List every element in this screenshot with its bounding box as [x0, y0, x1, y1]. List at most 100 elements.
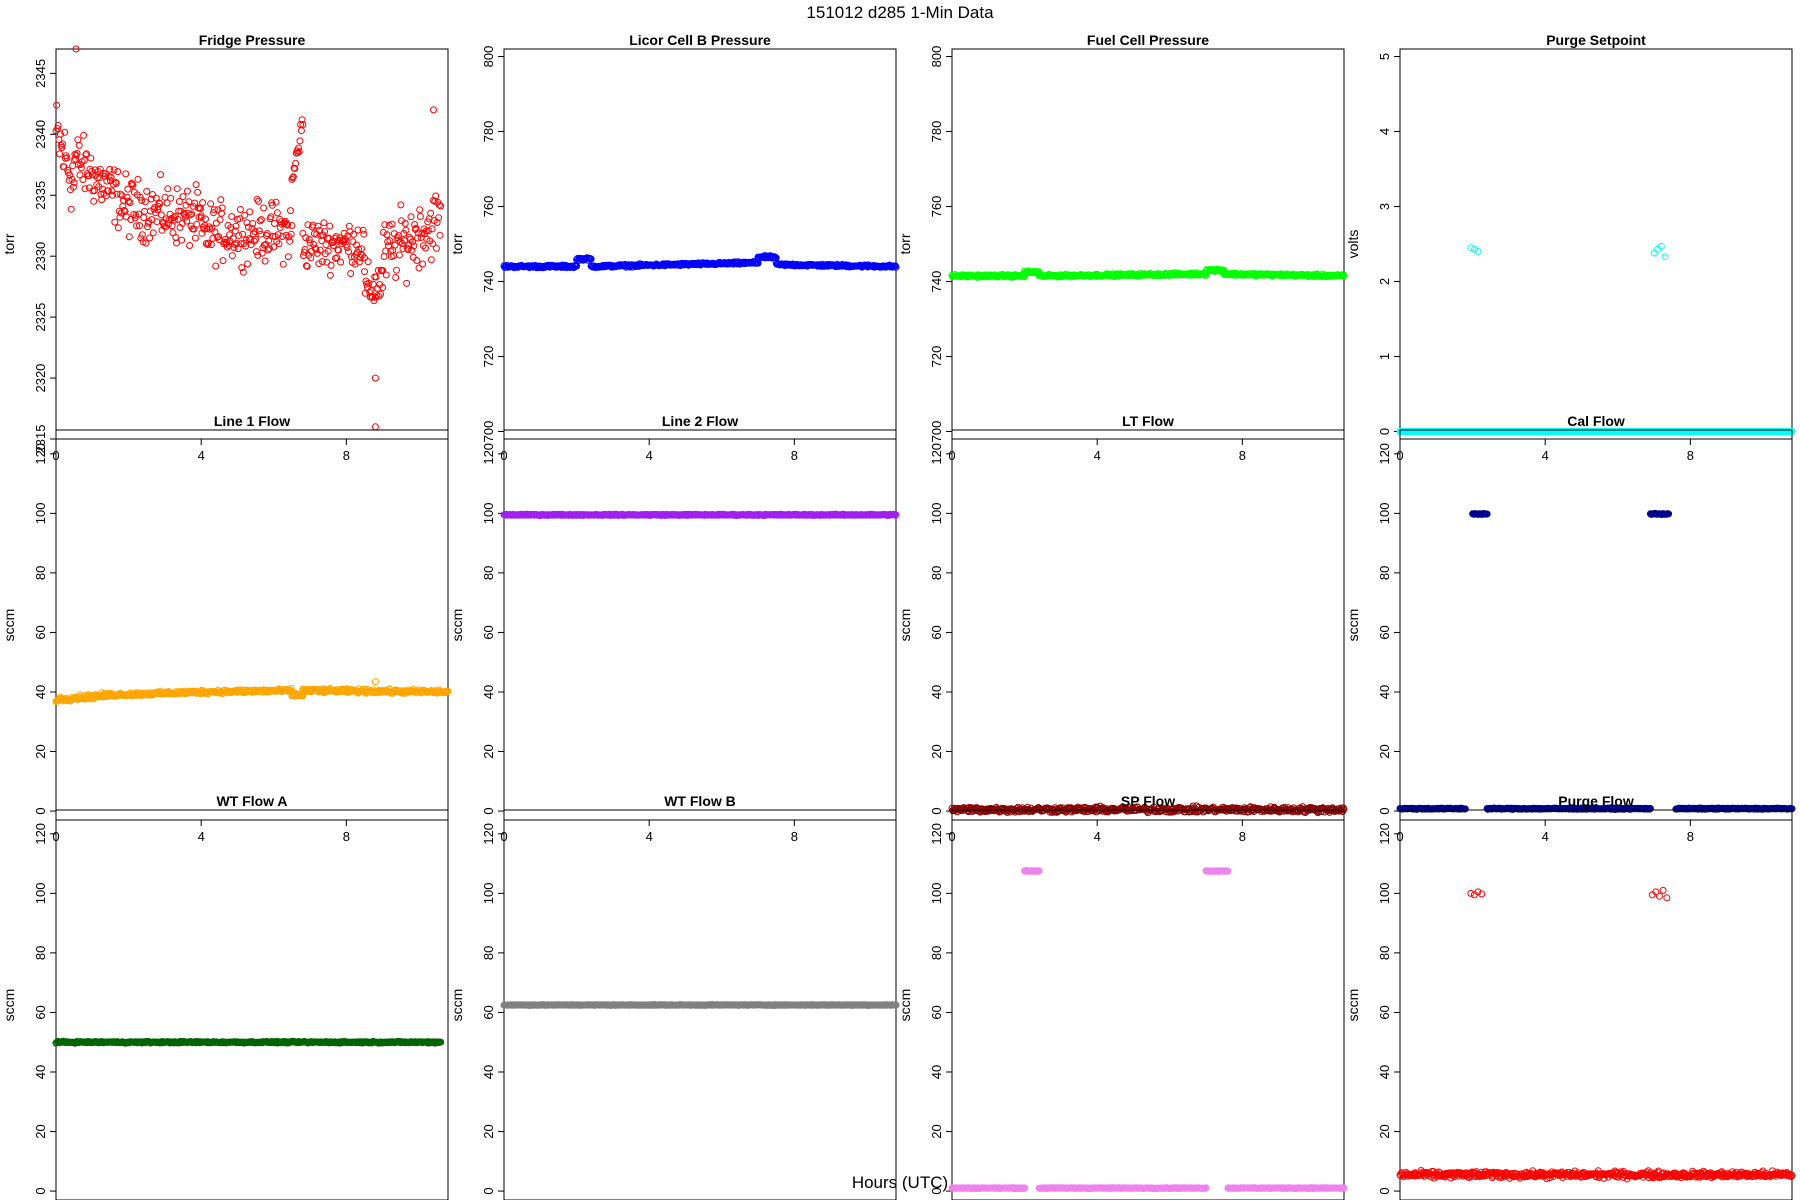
fridge-pressure-point [154, 206, 162, 214]
fridge-pressure-point [141, 198, 149, 206]
fridge-pressure-point [241, 211, 249, 219]
fridge-pressure-point [164, 185, 172, 193]
licor-cell-b-pressure-ytick-label: 700 [481, 421, 496, 443]
fridge-pressure-point [109, 180, 117, 188]
line-1-flow-plot-frame [55, 429, 449, 821]
fridge-pressure-point [203, 225, 211, 233]
fridge-pressure-point [197, 214, 205, 222]
fridge-pressure-point [309, 221, 317, 229]
fridge-pressure-point [334, 246, 342, 254]
fridge-pressure-point [356, 254, 364, 261]
fridge-pressure-point [401, 220, 409, 227]
fridge-pressure-point [361, 289, 369, 297]
line-1-flow-point [371, 678, 379, 686]
fridge-pressure-point [250, 237, 258, 245]
fridge-pressure-point [299, 229, 307, 237]
fridge-pressure-point [292, 159, 300, 167]
fuel-cell-pressure-point [1030, 268, 1038, 275]
fridge-pressure-point [296, 137, 304, 145]
wt-flow-a-ylabel: sccm [1, 989, 17, 1022]
fridge-pressure-point [127, 216, 135, 223]
fridge-pressure-point [437, 202, 445, 210]
fridge-pressure-point [422, 244, 429, 252]
fridge-pressure-point [188, 210, 196, 218]
fridge-pressure-point [214, 206, 222, 214]
licor-cell-b-pressure-xtick-label: 8 [791, 448, 798, 463]
purge-setpoint-xtick-label: 4 [1542, 448, 1549, 463]
lt-flow-ytick-label: 60 [929, 625, 944, 639]
fridge-pressure-point [194, 188, 202, 196]
cal-flow-ytick-label: 100 [1377, 503, 1392, 525]
fridge-pressure-point [223, 243, 231, 251]
fridge-pressure-point [173, 185, 181, 193]
fuel-cell-pressure-point [1187, 271, 1195, 279]
fuel-cell-pressure-ytick-label: 700 [929, 421, 944, 443]
fridge-pressure-point [360, 230, 368, 238]
fridge-pressure-point [284, 253, 292, 261]
fridge-pressure-point [70, 179, 78, 187]
fridge-pressure-point [286, 237, 294, 245]
fridge-pressure-point [183, 187, 191, 195]
line-1-flow-point [291, 692, 299, 700]
fridge-pressure-point [297, 127, 305, 135]
lt-flow-xtick-label: 4 [1094, 829, 1101, 844]
fridge-pressure-point [396, 238, 404, 246]
fridge-pressure-point [279, 260, 287, 268]
fridge-pressure-point [312, 245, 320, 253]
fridge-pressure-point [267, 213, 275, 221]
fridge-pressure-point [81, 185, 89, 193]
fridge-pressure-point [91, 187, 98, 195]
fridge-pressure-point [87, 154, 95, 162]
fridge-pressure-point [315, 260, 323, 268]
fridge-pressure-point [198, 229, 206, 237]
fridge-pressure-point [270, 243, 278, 251]
fridge-pressure-point [394, 236, 402, 244]
line-1-flow-title: Line 1 Flow [214, 413, 290, 429]
fridge-pressure-point [416, 206, 424, 214]
fridge-pressure-point [295, 148, 303, 156]
licor-cell-b-pressure-ytick-label: 760 [481, 196, 496, 218]
fridge-pressure-point [116, 213, 124, 221]
licor-cell-b-pressure-point [587, 255, 595, 263]
purge-setpoint-xtick-label: 8 [1687, 448, 1694, 463]
fridge-pressure-point [303, 262, 311, 270]
fridge-pressure-point [167, 194, 175, 202]
fridge-pressure-point [295, 144, 302, 152]
fridge-pressure-ytick-label: 2345 [33, 59, 48, 88]
fridge-pressure-point [122, 170, 130, 178]
fridge-pressure-ylabel: torr [1, 233, 17, 254]
line-1-flow-points [52, 678, 452, 705]
fridge-pressure-point [113, 190, 121, 198]
fridge-pressure-point [371, 374, 379, 382]
licor-cell-b-pressure-title: Licor Cell B Pressure [629, 32, 771, 48]
purge-setpoint-ytick-label: 2 [1377, 278, 1392, 285]
fridge-pressure-point [261, 257, 269, 265]
fridge-pressure-point [183, 217, 191, 225]
fridge-pressure-point [413, 257, 421, 264]
fridge-pressure-point [392, 274, 400, 281]
fridge-pressure-point [95, 183, 103, 191]
fridge-pressure-point [138, 197, 146, 204]
fridge-pressure-point [125, 198, 133, 206]
line-2-flow-xtick-label: 8 [791, 829, 798, 844]
fridge-pressure-point [381, 221, 389, 229]
fridge-pressure-point [252, 235, 260, 243]
cal-flow-points [1396, 509, 1796, 813]
line-2-flow-ytick-label: 100 [481, 503, 496, 525]
cal-flow-xtick-label: 4 [1542, 829, 1549, 844]
fridge-pressure-point [374, 285, 382, 292]
fridge-pressure-point [216, 216, 224, 224]
purge-setpoint-point [1467, 244, 1475, 252]
fuel-cell-pressure-point [1340, 272, 1348, 280]
fridge-pressure-point [273, 209, 281, 217]
fridge-pressure-point [321, 228, 329, 236]
fridge-pressure-point [287, 230, 295, 238]
fridge-pressure-point [347, 270, 355, 277]
fridge-pressure-point [72, 45, 80, 53]
purge-setpoint-point [1470, 245, 1478, 253]
fridge-pressure-point [110, 166, 118, 174]
fridge-pressure-point [256, 217, 264, 225]
fridge-pressure-point [258, 249, 266, 257]
fridge-pressure-point [239, 230, 247, 238]
